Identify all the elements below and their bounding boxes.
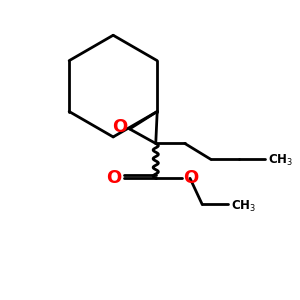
Text: O: O — [112, 118, 127, 136]
Text: CH$_3$: CH$_3$ — [268, 153, 293, 168]
Text: CH$_3$: CH$_3$ — [231, 199, 256, 214]
Text: O: O — [183, 169, 198, 187]
Text: O: O — [106, 169, 121, 187]
